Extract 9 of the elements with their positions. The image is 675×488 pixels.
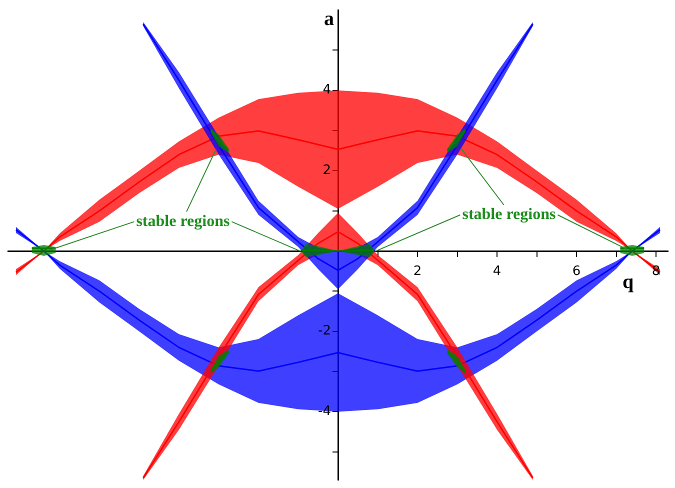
y-tick-label: 2: [322, 163, 331, 178]
x-tick-label: 4: [492, 264, 502, 279]
x-tick-label: 2: [413, 264, 422, 279]
x-tick-label: 6: [572, 264, 581, 279]
annotation: stable regions: [136, 212, 230, 230]
y-axis-title: a: [324, 8, 334, 30]
annotation: stable regions: [462, 206, 556, 224]
y-tick-label: -2: [318, 324, 331, 339]
x-axis-title: q: [622, 271, 634, 294]
